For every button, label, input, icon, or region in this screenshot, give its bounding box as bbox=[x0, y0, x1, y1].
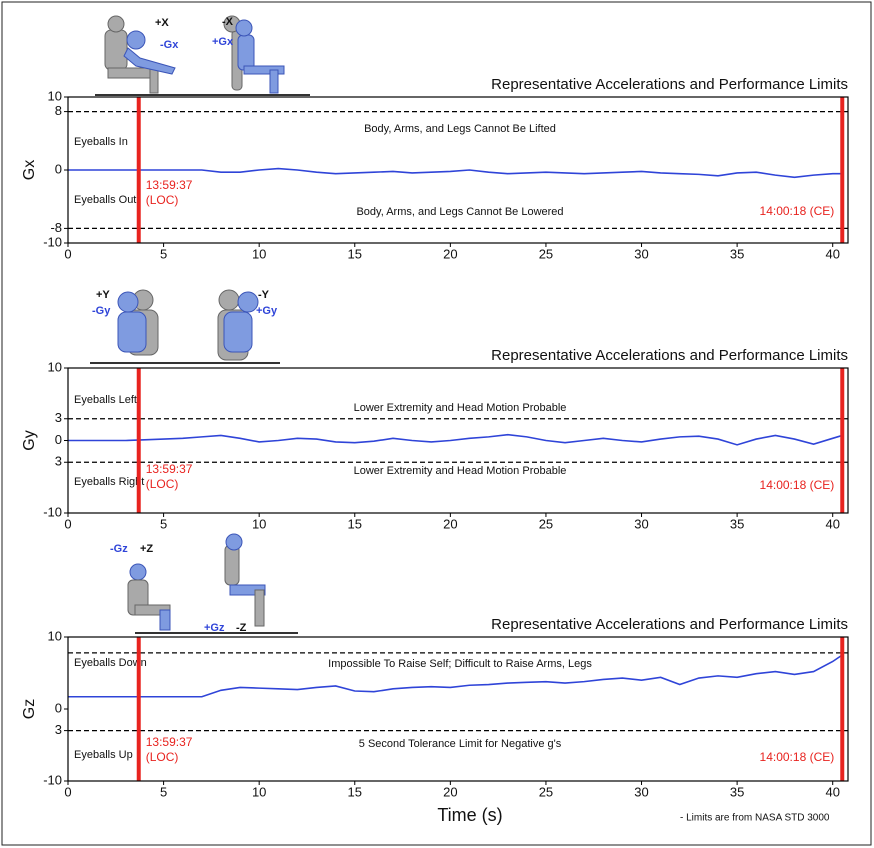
y-axis-label: Gz bbox=[21, 699, 38, 719]
event-label: (LOC) bbox=[146, 193, 179, 207]
x-tick-label: 10 bbox=[252, 516, 266, 531]
event-label: 13:59:37 bbox=[146, 735, 193, 749]
region-label: Eyeballs Out bbox=[74, 194, 136, 206]
icon-label: -Gx bbox=[160, 39, 179, 51]
x-tick-label: 40 bbox=[825, 516, 839, 531]
icon-label: -Y bbox=[258, 289, 270, 301]
x-tick-label: 5 bbox=[160, 516, 167, 531]
icon-label: -Gz bbox=[110, 543, 128, 555]
y-tick-label: 0 bbox=[55, 161, 62, 176]
y-tick-label: 10 bbox=[48, 359, 62, 374]
plot-frame bbox=[67, 96, 849, 244]
y-tick-label: -8 bbox=[50, 220, 62, 235]
limit-label: Body, Arms, and Legs Cannot Be Lifted bbox=[364, 123, 556, 135]
data-line bbox=[68, 654, 843, 698]
icon-label: +Gz bbox=[204, 622, 225, 634]
x-tick-label: 40 bbox=[825, 246, 839, 261]
x-tick-label: 25 bbox=[539, 784, 553, 799]
x-axis-label: Time (s) bbox=[437, 805, 502, 825]
x-tick-label: 40 bbox=[825, 784, 839, 799]
limit-label: Body, Arms, and Legs Cannot Be Lowered bbox=[356, 206, 563, 218]
x-tick-label: 0 bbox=[64, 784, 71, 799]
x-tick-label: 15 bbox=[348, 516, 362, 531]
icon-label: +Gx bbox=[212, 36, 234, 48]
y-tick-label: 0 bbox=[55, 700, 62, 715]
x-tick-label: 20 bbox=[443, 246, 457, 261]
x-tick-label: 35 bbox=[730, 784, 744, 799]
icon-label: -Gy bbox=[92, 305, 111, 317]
x-tick-label: 25 bbox=[539, 246, 553, 261]
x-tick-label: 10 bbox=[252, 246, 266, 261]
event-label: 14:00:18 (CE) bbox=[760, 750, 835, 764]
x-tick-label: 15 bbox=[348, 784, 362, 799]
x-tick-label: 35 bbox=[730, 516, 744, 531]
y-tick-label: 10 bbox=[48, 628, 62, 643]
x-tick-label: 20 bbox=[443, 784, 457, 799]
x-tick-label: 0 bbox=[64, 516, 71, 531]
event-label: 13:59:37 bbox=[146, 178, 193, 192]
x-tick-label: 30 bbox=[634, 246, 648, 261]
event-label: (LOC) bbox=[146, 750, 179, 764]
plot-frame bbox=[67, 367, 849, 514]
y-axis-label: Gy bbox=[21, 430, 38, 450]
limit-label: Lower Extremity and Head Motion Probable bbox=[354, 465, 567, 477]
y-tick-label: 3 bbox=[55, 410, 62, 425]
region-label: Eyeballs Up bbox=[74, 749, 133, 761]
limit-label: Lower Extremity and Head Motion Probable bbox=[354, 402, 567, 414]
y-tick-label: 3 bbox=[55, 454, 62, 469]
event-label: 14:00:18 (CE) bbox=[760, 204, 835, 218]
plot-frame bbox=[67, 636, 849, 782]
limit-label: 5 Second Tolerance Limit for Negative g'… bbox=[359, 738, 562, 750]
icon-label: -X bbox=[222, 16, 234, 28]
chart-title: Representative Accelerations and Perform… bbox=[491, 616, 848, 633]
x-tick-label: 0 bbox=[64, 246, 71, 261]
x-tick-label: 25 bbox=[539, 516, 553, 531]
icon-label: -Z bbox=[236, 622, 247, 634]
data-line bbox=[68, 167, 843, 179]
icon-label: +Z bbox=[140, 543, 153, 555]
icon-x: +X -Gx -X +Gx bbox=[95, 15, 310, 96]
icon-label: +X bbox=[155, 17, 169, 29]
x-tick-label: 35 bbox=[730, 246, 744, 261]
y-tick-label: 10 bbox=[48, 88, 62, 103]
y-tick-label: 8 bbox=[55, 103, 62, 118]
x-tick-label: 20 bbox=[443, 516, 457, 531]
y-axis-label: Gx bbox=[21, 160, 38, 180]
x-tick-label: 30 bbox=[634, 516, 648, 531]
x-tick-label: 5 bbox=[160, 246, 167, 261]
x-tick-label: 10 bbox=[252, 784, 266, 799]
icon-label: +Gy bbox=[256, 305, 278, 317]
y-tick-label: -10 bbox=[43, 772, 62, 787]
limit-label: Impossible To Raise Self; Difficult to R… bbox=[328, 658, 592, 670]
event-label: 13:59:37 bbox=[146, 462, 193, 476]
y-tick-label: 3 bbox=[55, 722, 62, 737]
icon-y: +Y -Gy -Y +Gy bbox=[90, 289, 280, 364]
y-tick-label: -10 bbox=[43, 504, 62, 519]
event-label: (LOC) bbox=[146, 477, 179, 491]
region-label: Eyeballs Left bbox=[74, 394, 137, 406]
y-tick-label: -10 bbox=[43, 234, 62, 249]
chart-title: Representative Accelerations and Perform… bbox=[491, 347, 848, 364]
region-label: Eyeballs Down bbox=[74, 657, 147, 669]
region-label: Eyeballs Right bbox=[74, 476, 144, 488]
chart-title: Representative Accelerations and Perform… bbox=[491, 76, 848, 93]
y-tick-label: 0 bbox=[55, 432, 62, 447]
icon-z: -Gz +Z +Gz -Z bbox=[110, 533, 298, 634]
footnote: - Limits are from NASA STD 3000 bbox=[680, 813, 830, 824]
region-label: Eyeballs In bbox=[74, 136, 128, 148]
x-tick-label: 5 bbox=[160, 784, 167, 799]
event-label: 14:00:18 (CE) bbox=[760, 478, 835, 492]
x-tick-label: 30 bbox=[634, 784, 648, 799]
x-tick-label: 15 bbox=[348, 246, 362, 261]
data-line bbox=[68, 433, 843, 446]
icon-label: +Y bbox=[96, 289, 110, 301]
